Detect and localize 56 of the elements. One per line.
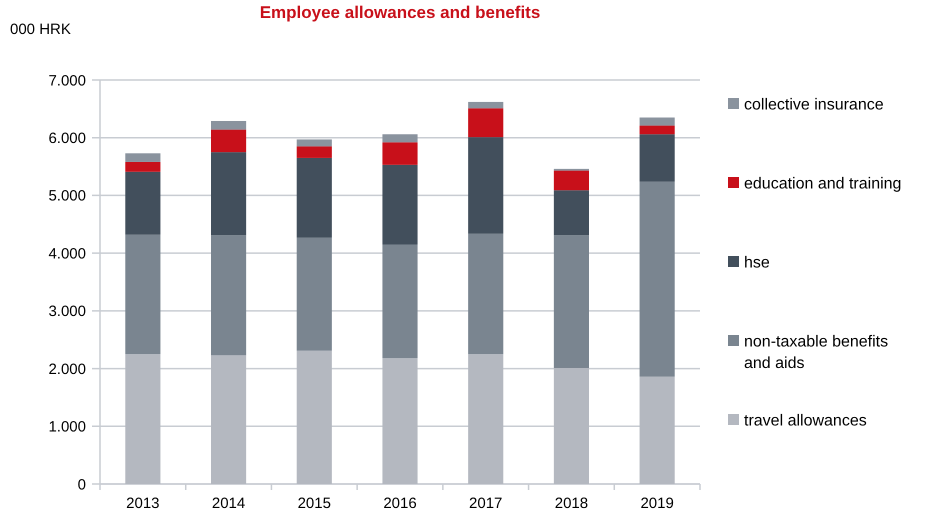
x-tick-label: 2015 [298,495,331,512]
legend-label: education and training [744,176,902,193]
bar [554,170,589,190]
x-tick-label: 2016 [383,495,417,512]
bar [382,134,418,142]
y-tick-label: 6.000 [48,130,86,147]
bar [382,164,418,244]
y-axis-title: 000 HRK [10,21,71,38]
bar [211,355,246,484]
y-tick-label: 1.000 [48,418,86,436]
bar [211,152,246,236]
bar [211,235,246,356]
y-tick-label: 2.000 [48,360,86,378]
bar [468,102,504,108]
bar [125,153,160,162]
bar [211,120,246,130]
x-tick-label: 2017 [469,495,502,512]
bar [382,244,418,358]
bar [211,130,246,152]
bar [640,182,675,377]
bar [468,137,504,234]
bar [296,158,332,238]
chart-title: Employee allowances and benefits [260,3,540,22]
bar [296,146,332,158]
bar [125,234,160,354]
bar [554,190,589,236]
bar [382,358,418,484]
legend-label: travel allowances [744,412,867,430]
bar [296,350,332,484]
bar [554,235,589,368]
bar [640,134,675,182]
legend-label: non-taxable benefits and aids [744,334,888,372]
bar [468,234,504,354]
x-tick-label: 2013 [126,495,160,512]
x-tick-label: 2018 [554,495,588,512]
bar [554,368,589,484]
bar [125,162,160,172]
x-tick-label: 2014 [212,495,246,512]
bar [640,126,675,134]
bar [296,139,332,146]
bar [125,354,160,484]
y-tick-label: 7.000 [48,72,86,90]
bar [640,376,675,484]
bar [640,118,675,126]
y-tick-label: 5.000 [48,188,86,205]
bar [468,354,504,484]
bar [296,238,332,351]
y-tick-label: 0 [78,476,86,494]
x-tick-label: 2019 [640,495,674,512]
legend-label: collective insurance [744,96,884,114]
bar [382,142,418,165]
bar [125,172,160,235]
legend-label: hse [744,254,770,272]
y-tick-label: 3.000 [48,303,86,320]
y-tick-label: 4.000 [48,245,86,262]
bar [468,108,504,138]
